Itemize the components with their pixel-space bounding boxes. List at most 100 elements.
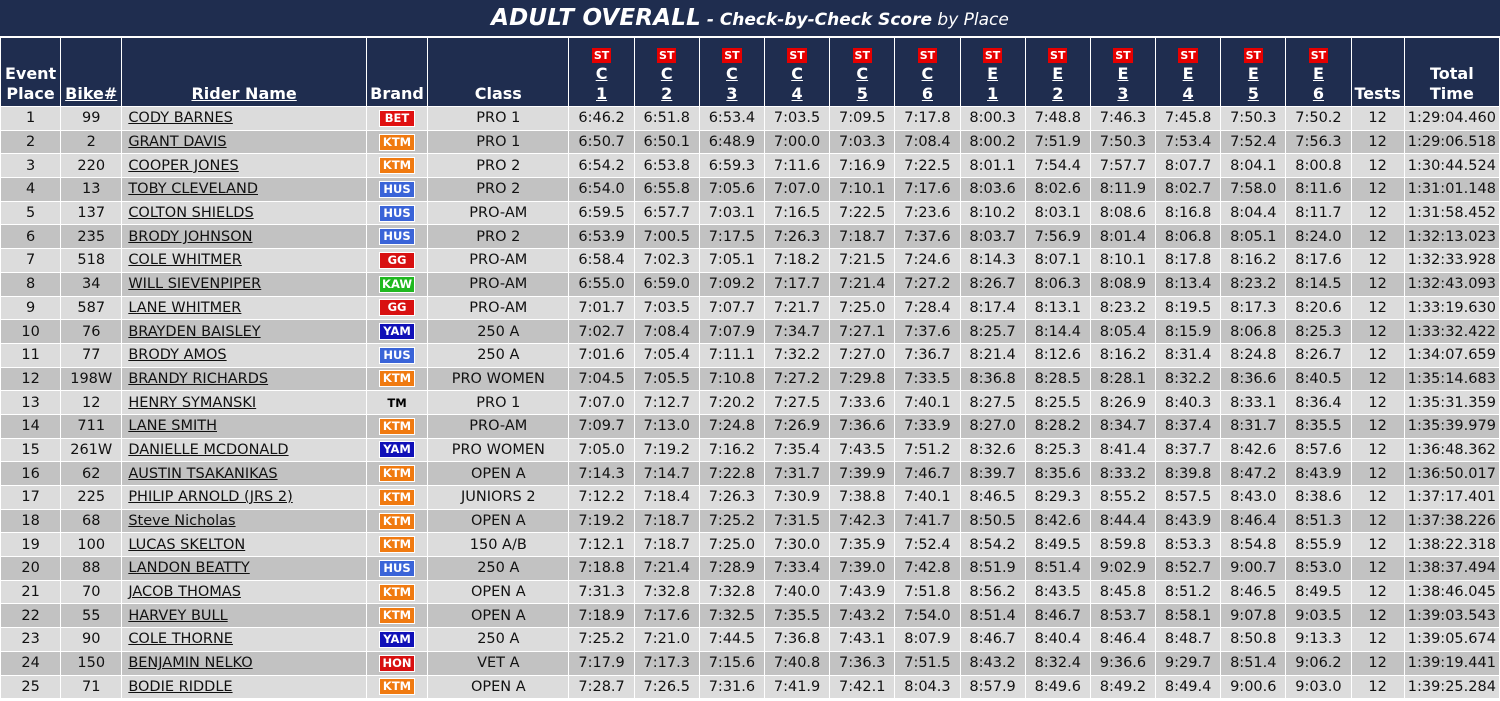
rider-name-link[interactable]: COLTON SHIELDS xyxy=(121,200,367,226)
class-cell: OPEN A xyxy=(427,603,570,629)
col-header-check-c2[interactable]: ST C 2 xyxy=(633,37,700,107)
brand-badge: KAW xyxy=(379,275,416,293)
rider-name-link[interactable]: JACOB THOMAS xyxy=(121,579,367,605)
place-cell: 4 xyxy=(0,177,62,202)
special-test-badge: ST xyxy=(982,48,1003,63)
col-header-check-e1[interactable]: ST E 1 xyxy=(959,37,1026,107)
col-header-total-time[interactable]: Total Time xyxy=(1403,37,1500,107)
col-header-check-e6[interactable]: ST E 6 xyxy=(1285,37,1352,107)
table-row: 21 70 JACOB THOMAS KTM OPEN A 7:31.3 7:32.8 7:3… xyxy=(0,579,1500,605)
check-score-cell: 7:26.3 xyxy=(763,224,831,250)
check-score-cell: 8:43.5 xyxy=(1024,579,1091,605)
check-score-cell: 7:40.1 xyxy=(894,485,961,510)
rider-name-link[interactable]: TOBY CLEVELAND xyxy=(121,177,367,202)
col-header-check-c5[interactable]: ST C 5 xyxy=(829,37,896,107)
col-header-check-c3[interactable]: ST C 3 xyxy=(698,37,766,107)
rider-name-link[interactable]: BRAYDEN BAISLEY xyxy=(121,319,367,344)
rider-name-link[interactable]: GRANT DAVIS xyxy=(121,129,367,155)
col-header-rider[interactable]: Rider Name xyxy=(121,37,367,107)
special-test-badge: ST xyxy=(1243,48,1263,63)
check-score-cell: 8:00.2 xyxy=(959,129,1026,155)
check-score-cell: 8:46.7 xyxy=(1024,603,1091,629)
col-header-check-e5[interactable]: ST E 5 xyxy=(1220,37,1287,107)
check-score-cell: 8:36.6 xyxy=(1220,366,1287,392)
check-number: 1 xyxy=(596,84,608,103)
check-score-cell: 8:31.7 xyxy=(1220,413,1287,439)
check-score-cell: 7:04.5 xyxy=(568,366,635,392)
check-score-cell: 7:07.0 xyxy=(568,390,635,415)
check-score-cell: 8:03.7 xyxy=(959,224,1026,250)
class-cell: PRO 2 xyxy=(427,153,570,179)
check-score-cell: 6:59.0 xyxy=(633,271,700,297)
check-score-cell: 7:07.0 xyxy=(763,177,831,202)
rider-name-link[interactable]: BRODY AMOS xyxy=(121,342,367,368)
rider-name-link[interactable]: COLE WHITMER xyxy=(121,248,367,273)
col-header-check-c1[interactable]: ST C 1 xyxy=(568,37,635,107)
check-number: 4 xyxy=(1182,84,1194,103)
col-header-class[interactable]: Class xyxy=(427,37,570,107)
check-score-cell: 7:10.1 xyxy=(829,177,896,202)
rider-name-link[interactable]: LUCAS SKELTON xyxy=(121,532,367,558)
rider-name-link[interactable]: LANE SMITH xyxy=(121,413,367,439)
rider-name-link[interactable]: DANIELLE MCDONALD xyxy=(121,437,367,463)
brand-badge: HUS xyxy=(379,180,416,198)
rider-name-link[interactable]: BRANDY RICHARDS xyxy=(121,366,367,392)
brand-cell: HUS xyxy=(365,177,429,202)
col-header-tests[interactable]: Tests xyxy=(1350,37,1405,107)
col-header-place[interactable]: Event Place xyxy=(0,37,62,107)
table-row: 25 71 BODIE RIDDLE KTM OPEN A 7:28.7 7:26.5 7:3… xyxy=(0,674,1500,700)
check-score-cell: 7:17.3 xyxy=(633,650,700,676)
rider-name-link[interactable]: BRODY JOHNSON xyxy=(121,224,367,250)
rider-name-link[interactable]: PHILIP ARNOLD (JRS 2) xyxy=(121,485,367,510)
check-score-cell: 7:23.6 xyxy=(894,200,961,226)
rider-name-link[interactable]: HARVEY BULL xyxy=(121,603,367,629)
brand-badge: KTM xyxy=(379,417,416,435)
check-score-cell: 8:55.9 xyxy=(1285,532,1352,558)
place-header-line1: Event xyxy=(4,64,57,83)
rider-name-link[interactable]: LANE WHITMER xyxy=(121,295,367,321)
rider-name-link[interactable]: HENRY SYMANSKI xyxy=(121,390,367,415)
bike-number-cell: 711 xyxy=(60,413,123,439)
bike-number-cell: 587 xyxy=(60,295,123,321)
brand-badge: KTM xyxy=(379,157,416,175)
check-score-cell: 8:51.3 xyxy=(1285,508,1352,534)
check-score-cell: 8:10.1 xyxy=(1089,248,1157,273)
rider-name-link[interactable]: COLE THORNE xyxy=(121,627,367,652)
check-score-cell: 7:28.9 xyxy=(698,556,766,581)
rider-name-link[interactable]: CODY BARNES xyxy=(121,106,367,131)
tests-cell: 12 xyxy=(1350,129,1405,155)
rider-name-link[interactable]: LANDON BEATTY xyxy=(121,556,367,581)
col-header-check-c4[interactable]: ST C 4 xyxy=(763,37,831,107)
check-score-cell: 8:25.5 xyxy=(1024,390,1091,415)
rider-name-link[interactable]: COOPER JONES xyxy=(121,153,367,179)
check-letter: C xyxy=(726,64,738,83)
rider-name-link[interactable]: BODIE RIDDLE xyxy=(121,674,367,700)
col-header-check-e4[interactable]: ST E 4 xyxy=(1155,37,1222,107)
rider-name-link[interactable]: Steve Nicholas xyxy=(121,508,367,534)
col-header-check-c6[interactable]: ST C 6 xyxy=(894,37,961,107)
check-letter: C xyxy=(660,64,673,83)
check-number: 5 xyxy=(856,84,868,103)
check-score-cell: 7:16.5 xyxy=(763,200,831,226)
check-score-cell: 7:33.4 xyxy=(763,556,831,581)
table-row: 11 77 BRODY AMOS HUS 250 A 7:01.6 7:05.4 7:11.1… xyxy=(0,342,1500,368)
col-header-check-e2[interactable]: ST E 2 xyxy=(1024,37,1091,107)
brand-cell: KTM xyxy=(365,485,429,510)
class-cell: PRO-AM xyxy=(427,413,570,439)
check-score-cell: 7:18.2 xyxy=(763,248,831,273)
col-header-bike[interactable]: Bike# xyxy=(60,37,123,107)
check-score-cell: 8:53.7 xyxy=(1089,603,1157,629)
col-header-brand[interactable]: Brand xyxy=(365,37,429,107)
brand-badge: KTM xyxy=(379,465,416,483)
rider-name-link[interactable]: BENJAMIN NELKO xyxy=(121,650,367,676)
brand-badge: KTM xyxy=(379,512,416,530)
col-header-check-e3[interactable]: ST E 3 xyxy=(1089,37,1157,107)
check-score-cell: 8:57.5 xyxy=(1155,485,1222,510)
check-score-cell: 7:31.5 xyxy=(763,508,831,534)
check-score-cell: 8:02.6 xyxy=(1024,177,1091,202)
class-cell: PRO 1 xyxy=(427,129,570,155)
check-score-cell: 7:43.5 xyxy=(829,437,896,463)
rider-name-link[interactable]: WILL SIEVENPIPER xyxy=(121,271,367,297)
bike-number-cell: 261W xyxy=(60,437,123,463)
rider-name-link[interactable]: AUSTIN TSAKANIKAS xyxy=(121,461,367,486)
